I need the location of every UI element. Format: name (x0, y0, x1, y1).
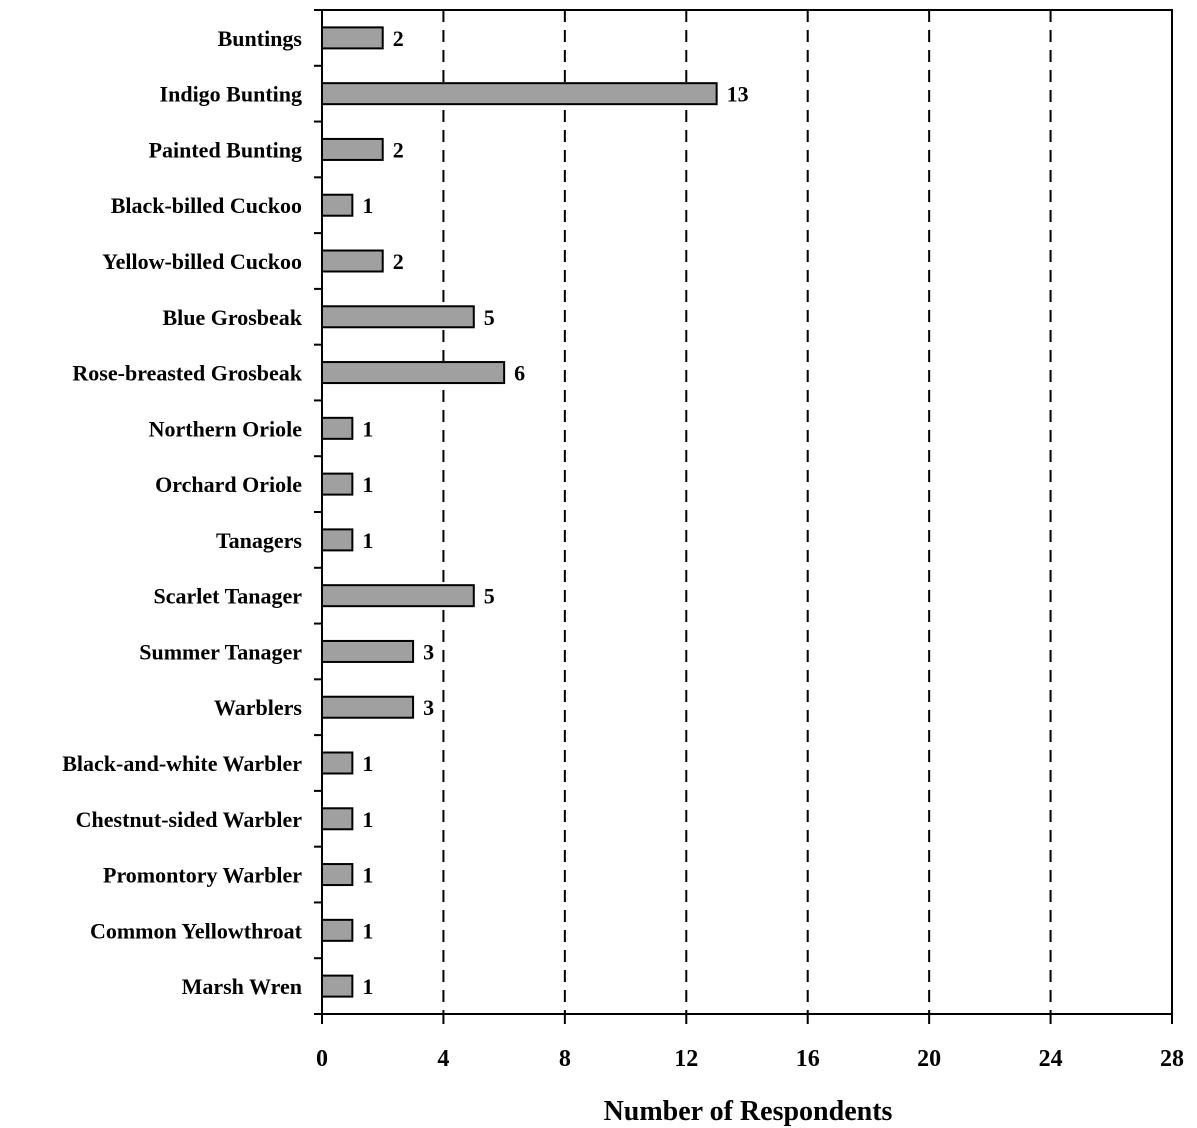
category-label: Rose-breasted Grosbeak (72, 361, 302, 386)
value-label: 5 (484, 305, 495, 330)
x-tick-label: 8 (559, 1046, 571, 1072)
category-label: Orchard Oriole (155, 472, 302, 497)
bar (321, 807, 354, 831)
bar (321, 305, 475, 329)
value-label: 3 (423, 639, 434, 664)
value-label: 13 (727, 82, 749, 107)
value-label: 1 (362, 193, 373, 218)
x-tick-label: 4 (437, 1046, 449, 1072)
category-label: Buntings (218, 26, 303, 51)
plot-frame (321, 9, 1173, 1015)
category-label: Black-billed Cuckoo (111, 193, 302, 218)
x-tick-label: 28 (1160, 1046, 1184, 1072)
x-tick-label: 24 (1039, 1046, 1063, 1072)
category-label: Painted Bunting (149, 137, 302, 162)
bar (321, 528, 354, 552)
category-label: Indigo Bunting (160, 82, 302, 107)
value-label: 1 (362, 528, 373, 553)
value-label: 2 (393, 26, 404, 51)
category-label: Scarlet Tanager (154, 584, 303, 609)
value-label: 1 (362, 863, 373, 888)
value-label: 1 (362, 807, 373, 832)
category-label: Common Yellowthroat (90, 918, 303, 943)
value-labels: 2 13 2 1 2 5 6 1 1 1 5 3 3 1 1 1 1 1 (362, 26, 748, 999)
bar (321, 751, 354, 775)
value-label: 1 (362, 751, 373, 776)
value-label: 2 (393, 249, 404, 274)
bar (321, 472, 354, 496)
bar (321, 249, 384, 273)
value-label: 1 (362, 416, 373, 441)
value-label: 5 (484, 584, 495, 609)
bar (321, 918, 354, 942)
bar (321, 584, 475, 608)
category-labels: Buntings Indigo Bunting Painted Bunting Bla… (62, 26, 303, 999)
value-label: 1 (362, 974, 373, 999)
value-label: 6 (514, 361, 525, 386)
x-tick-labels: 0 4 8 12 16 20 24 28 (316, 1046, 1184, 1072)
category-label: Tanagers (216, 528, 302, 553)
category-label: Yellow-billed Cuckoo (102, 249, 302, 274)
bar (321, 863, 354, 887)
category-label: Blue Grosbeak (162, 305, 302, 330)
category-label: Summer Tanager (139, 639, 302, 664)
bar (321, 26, 384, 50)
bar (321, 695, 415, 719)
value-label: 3 (423, 695, 434, 720)
value-label: 1 (362, 918, 373, 943)
category-label: Promontory Warbler (103, 863, 302, 888)
category-label: Marsh Wren (182, 974, 302, 999)
category-label: Warblers (214, 695, 302, 720)
x-tick-label: 16 (796, 1046, 820, 1072)
category-label: Northern Oriole (149, 416, 303, 441)
grid-lines (442, 10, 1052, 1014)
bar (321, 361, 506, 385)
bar (321, 416, 354, 440)
bar (321, 137, 384, 161)
x-tick-label: 20 (917, 1046, 941, 1072)
category-label: Black-and-white Warbler (62, 751, 302, 776)
value-label: 2 (393, 137, 404, 162)
x-tick-label: 12 (674, 1046, 698, 1072)
x-tick-label: 0 (316, 1046, 328, 1072)
bar (321, 82, 718, 106)
value-label: 1 (362, 472, 373, 497)
bars (321, 26, 718, 998)
bar (321, 193, 354, 217)
category-label: Chestnut-sided Warbler (76, 807, 303, 832)
x-axis-title: Number of Respondents (604, 1096, 893, 1127)
bar (321, 974, 354, 998)
bar (321, 639, 415, 663)
axes (314, 9, 1173, 1024)
